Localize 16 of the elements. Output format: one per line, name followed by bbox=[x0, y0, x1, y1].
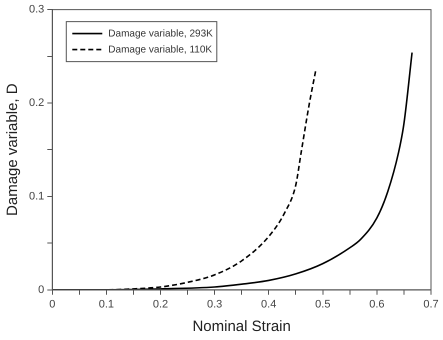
legend-label: Damage variable, 293K bbox=[108, 28, 214, 40]
x-tick-label: 0.6 bbox=[369, 298, 385, 310]
y-tick-label: 0.3 bbox=[28, 4, 44, 16]
y-axis-title: Damage variable, D bbox=[4, 83, 22, 216]
x-tick-label: 0.1 bbox=[98, 298, 114, 310]
legend-label: Damage variable, 110K bbox=[108, 44, 212, 56]
x-tick-label: 0 bbox=[49, 298, 56, 310]
y-tick-label: 0.1 bbox=[28, 190, 44, 202]
x-tick-label: 0.3 bbox=[206, 298, 222, 310]
y-tick-label: 0 bbox=[38, 284, 44, 296]
x-axis-title: Nominal Strain bbox=[192, 318, 291, 336]
x-tick-label: 0.4 bbox=[261, 298, 276, 310]
x-tick-label: 0.2 bbox=[152, 298, 168, 310]
y-tick-label: 0.2 bbox=[28, 97, 44, 110]
x-tick-label: 0.7 bbox=[423, 298, 439, 310]
x-tick-label: 0.5 bbox=[315, 298, 330, 310]
